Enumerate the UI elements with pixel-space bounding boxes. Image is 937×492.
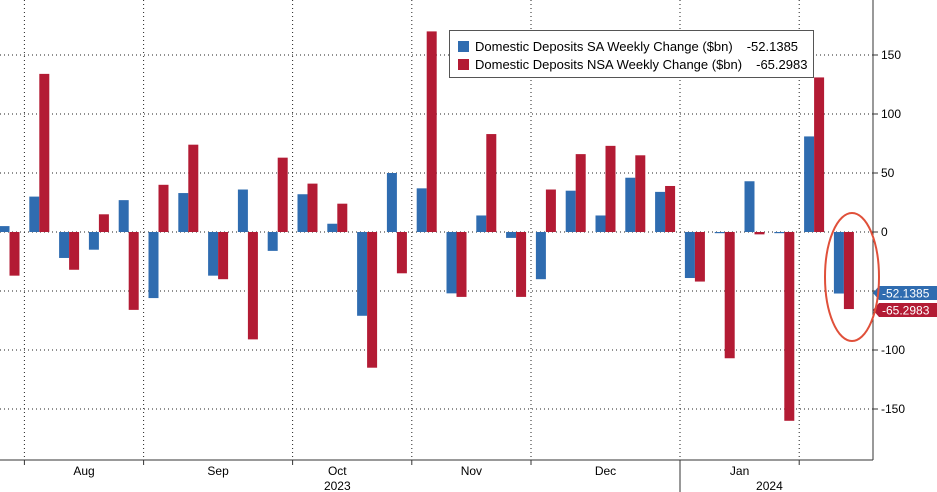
bar-sa <box>178 193 189 232</box>
legend-swatch-nsa <box>458 58 469 70</box>
legend-entry-nsa: Domestic Deposits NSA Weekly Change ($bn… <box>458 55 808 73</box>
bar-sa <box>655 191 666 232</box>
y-tick-label: 100 <box>881 107 901 121</box>
bar-nsa <box>98 214 109 232</box>
bar-nsa <box>396 232 407 274</box>
bar-sa <box>804 136 815 232</box>
bar-sa <box>625 177 636 232</box>
callout-nsa: -65.2983 <box>873 303 937 318</box>
bar-sa <box>357 232 368 316</box>
month-label: Dec <box>595 464 616 478</box>
bar-nsa <box>694 232 705 282</box>
bar-nsa <box>337 203 348 232</box>
month-label: Oct <box>328 464 347 478</box>
bar-sa <box>88 232 99 250</box>
bar-nsa <box>605 145 616 232</box>
bar-sa <box>267 232 278 251</box>
bar-sa <box>237 189 248 232</box>
month-label: Jan <box>730 464 749 478</box>
callout-nsa-text: -65.2983 <box>882 304 930 318</box>
bar-nsa <box>69 232 80 270</box>
month-label: Sep <box>207 464 229 478</box>
bar-nsa <box>9 232 20 276</box>
bar-nsa <box>635 155 646 232</box>
bar-nsa <box>754 232 765 235</box>
bar-sa <box>565 190 576 232</box>
year-label: 2023 <box>324 479 351 492</box>
bar-sa <box>29 196 40 232</box>
bar-nsa <box>665 185 676 232</box>
bar-nsa <box>158 184 169 232</box>
bar-nsa <box>247 232 258 340</box>
bar-nsa <box>843 232 854 310</box>
bar-nsa <box>426 31 437 233</box>
bar-nsa <box>277 157 288 232</box>
bar-nsa <box>128 232 139 310</box>
y-tick-label: -150 <box>881 402 905 416</box>
callout-sa: -52.1385 <box>873 286 937 301</box>
bars <box>0 31 854 421</box>
axes <box>0 0 874 461</box>
bar-nsa <box>575 154 586 232</box>
last-value-callouts: -52.1385 -65.2983 <box>873 286 937 318</box>
bar-sa <box>297 194 308 232</box>
bar-nsa <box>784 232 795 421</box>
bar-sa <box>833 232 844 294</box>
legend-label-nsa: Domestic Deposits NSA Weekly Change ($bn… <box>475 56 743 72</box>
callout-nsa-box <box>879 303 937 317</box>
bar-nsa <box>307 183 318 232</box>
callout-sa-box <box>879 286 937 300</box>
bar-nsa <box>486 134 497 232</box>
bar-sa <box>506 232 517 238</box>
bar-nsa <box>218 232 229 280</box>
bar-nsa <box>39 73 50 232</box>
legend-swatch-sa <box>458 40 469 52</box>
bar-sa <box>59 232 70 258</box>
bar-nsa <box>545 189 556 232</box>
month-label: Aug <box>73 464 94 478</box>
bar-sa <box>744 181 755 232</box>
bar-sa <box>684 232 695 279</box>
bar-sa <box>476 215 487 232</box>
bar-sa <box>595 215 606 232</box>
y-tick-label: 0 <box>881 225 888 239</box>
legend: Domestic Deposits SA Weekly Change ($bn)… <box>449 30 814 78</box>
y-tick-label: 50 <box>881 166 895 180</box>
legend-entry-sa: Domestic Deposits SA Weekly Change ($bn)… <box>458 37 805 55</box>
legend-value-sa: -52.1385 <box>746 38 799 54</box>
year-label: 2024 <box>756 479 783 492</box>
bar-sa <box>148 232 159 299</box>
callout-sa-text: -52.1385 <box>882 287 930 301</box>
bar-nsa <box>367 232 378 368</box>
bar-sa <box>327 223 338 232</box>
x-axis-labels: Aug Sep Oct Nov Dec Jan 2023 2024 <box>23 460 800 492</box>
bar-nsa <box>188 144 199 232</box>
month-label: Nov <box>461 464 482 478</box>
bar-nsa <box>814 77 825 232</box>
bar-sa <box>774 232 785 234</box>
bar-sa <box>535 232 546 280</box>
highlight-circle <box>824 212 880 342</box>
bar-nsa <box>456 232 467 297</box>
bar-nsa <box>516 232 527 297</box>
bar-sa <box>714 232 725 234</box>
bar-sa <box>446 232 457 294</box>
bar-sa <box>0 226 10 232</box>
y-tick-label: 150 <box>881 48 901 62</box>
legend-label-sa: Domestic Deposits SA Weekly Change ($bn) <box>475 38 733 54</box>
bar-nsa <box>724 232 735 359</box>
bar-sa <box>118 200 129 232</box>
bar-sa <box>208 232 219 276</box>
legend-value-nsa: -65.2983 <box>756 56 808 72</box>
bar-sa <box>386 173 397 232</box>
bar-sa <box>416 188 427 232</box>
y-tick-label: -100 <box>881 343 905 357</box>
